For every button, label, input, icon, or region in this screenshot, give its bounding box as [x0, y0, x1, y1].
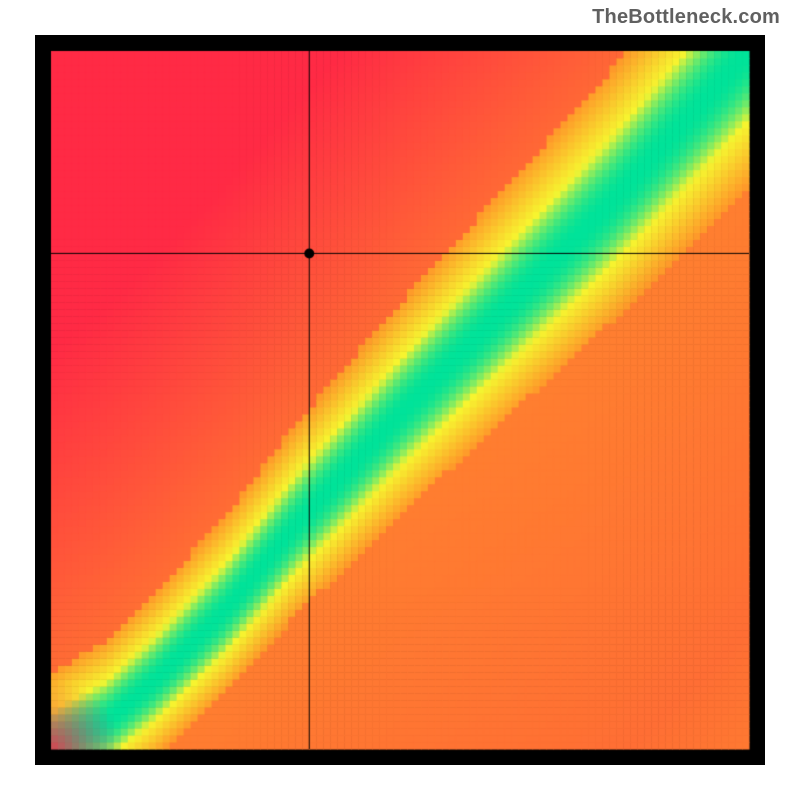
heatmap-canvas [35, 35, 765, 765]
watermark-text: TheBottleneck.com [592, 6, 780, 29]
bottleneck-heatmap [35, 35, 765, 765]
